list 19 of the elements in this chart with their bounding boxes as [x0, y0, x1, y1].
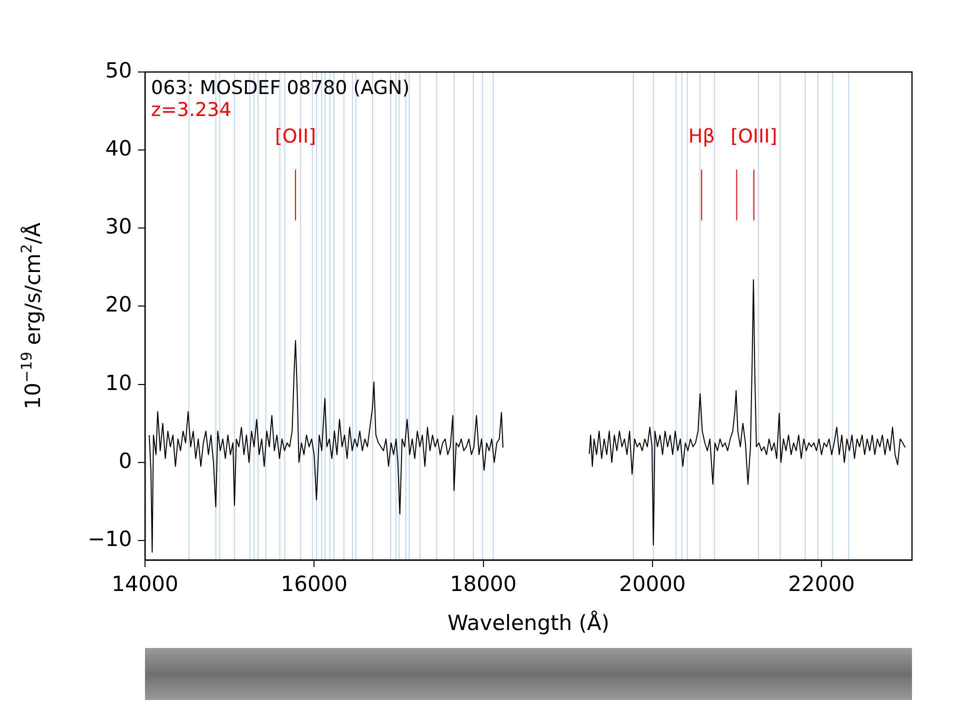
annotation: [OIII] [730, 125, 778, 148]
y-tick-label: 40 [105, 136, 132, 161]
annotation: z=3.234 [151, 99, 232, 121]
y-tick-label: 50 [105, 58, 132, 82]
x-tick-label: 14000 [112, 572, 178, 596]
chart-title: 063: MOSDEF 08780 (AGN) [151, 77, 410, 99]
y-tick-label: −10 [88, 526, 132, 551]
x-tick-label: 20000 [618, 572, 686, 596]
x-tick-label: 16000 [280, 572, 348, 596]
annotation: [OII] [275, 125, 316, 148]
x-tick-label: 18000 [450, 572, 517, 596]
y-tick-label: 0 [118, 448, 132, 473]
x-tick-label: 22000 [788, 572, 855, 596]
y-axis-title: 10−19 erg/s/cm2/Å [18, 222, 45, 410]
annotation: Hβ [688, 125, 715, 148]
y-tick-label: 20 [105, 292, 132, 317]
y-tick-label: 10 [105, 370, 132, 395]
x-axis-title: Wavelength (Å) [447, 610, 610, 635]
y-tick-label: 30 [105, 214, 132, 239]
